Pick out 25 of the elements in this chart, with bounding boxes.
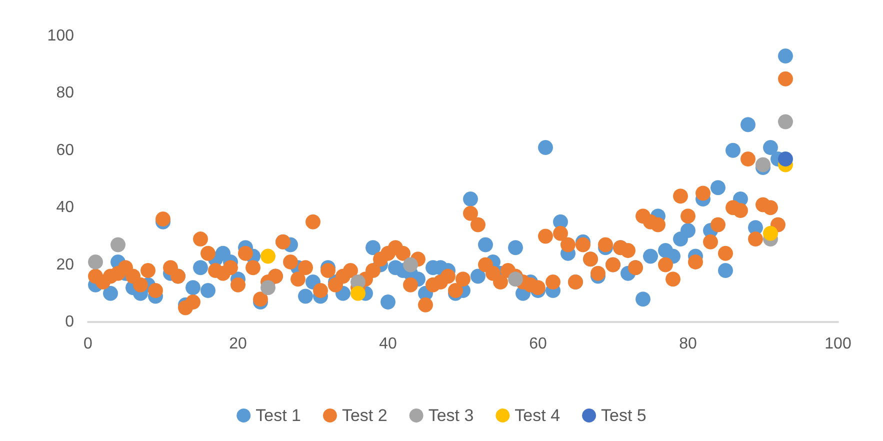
y-tick-label: 100: [47, 28, 74, 44]
x-tick-label: 0: [84, 336, 93, 352]
legend-label: Test 1: [256, 406, 301, 425]
point: [260, 248, 276, 264]
y-tick-label: 80: [56, 84, 74, 102]
point: [88, 254, 103, 270]
legend-label: Test 3: [428, 406, 474, 425]
x-tick-label: 20: [229, 336, 247, 352]
y-tick-label: 20: [56, 256, 74, 274]
point: [756, 157, 770, 172]
legend-label: Test 4: [514, 406, 560, 425]
x-tick-label: 100: [824, 336, 852, 352]
x-tick-label: 60: [529, 336, 547, 352]
legend-label: Test 5: [601, 406, 646, 425]
y-tick-label: 0: [65, 314, 74, 330]
x-tick-label: 80: [679, 336, 697, 352]
x-tick-label: 40: [379, 336, 397, 352]
legend-label: Test 2: [342, 406, 388, 425]
point: [260, 280, 276, 296]
point: [763, 226, 778, 241]
point: [110, 237, 126, 252]
point: [778, 114, 793, 130]
y-tick-label: 60: [56, 142, 74, 159]
y-tick-label: 40: [56, 199, 74, 216]
point: [508, 272, 523, 287]
